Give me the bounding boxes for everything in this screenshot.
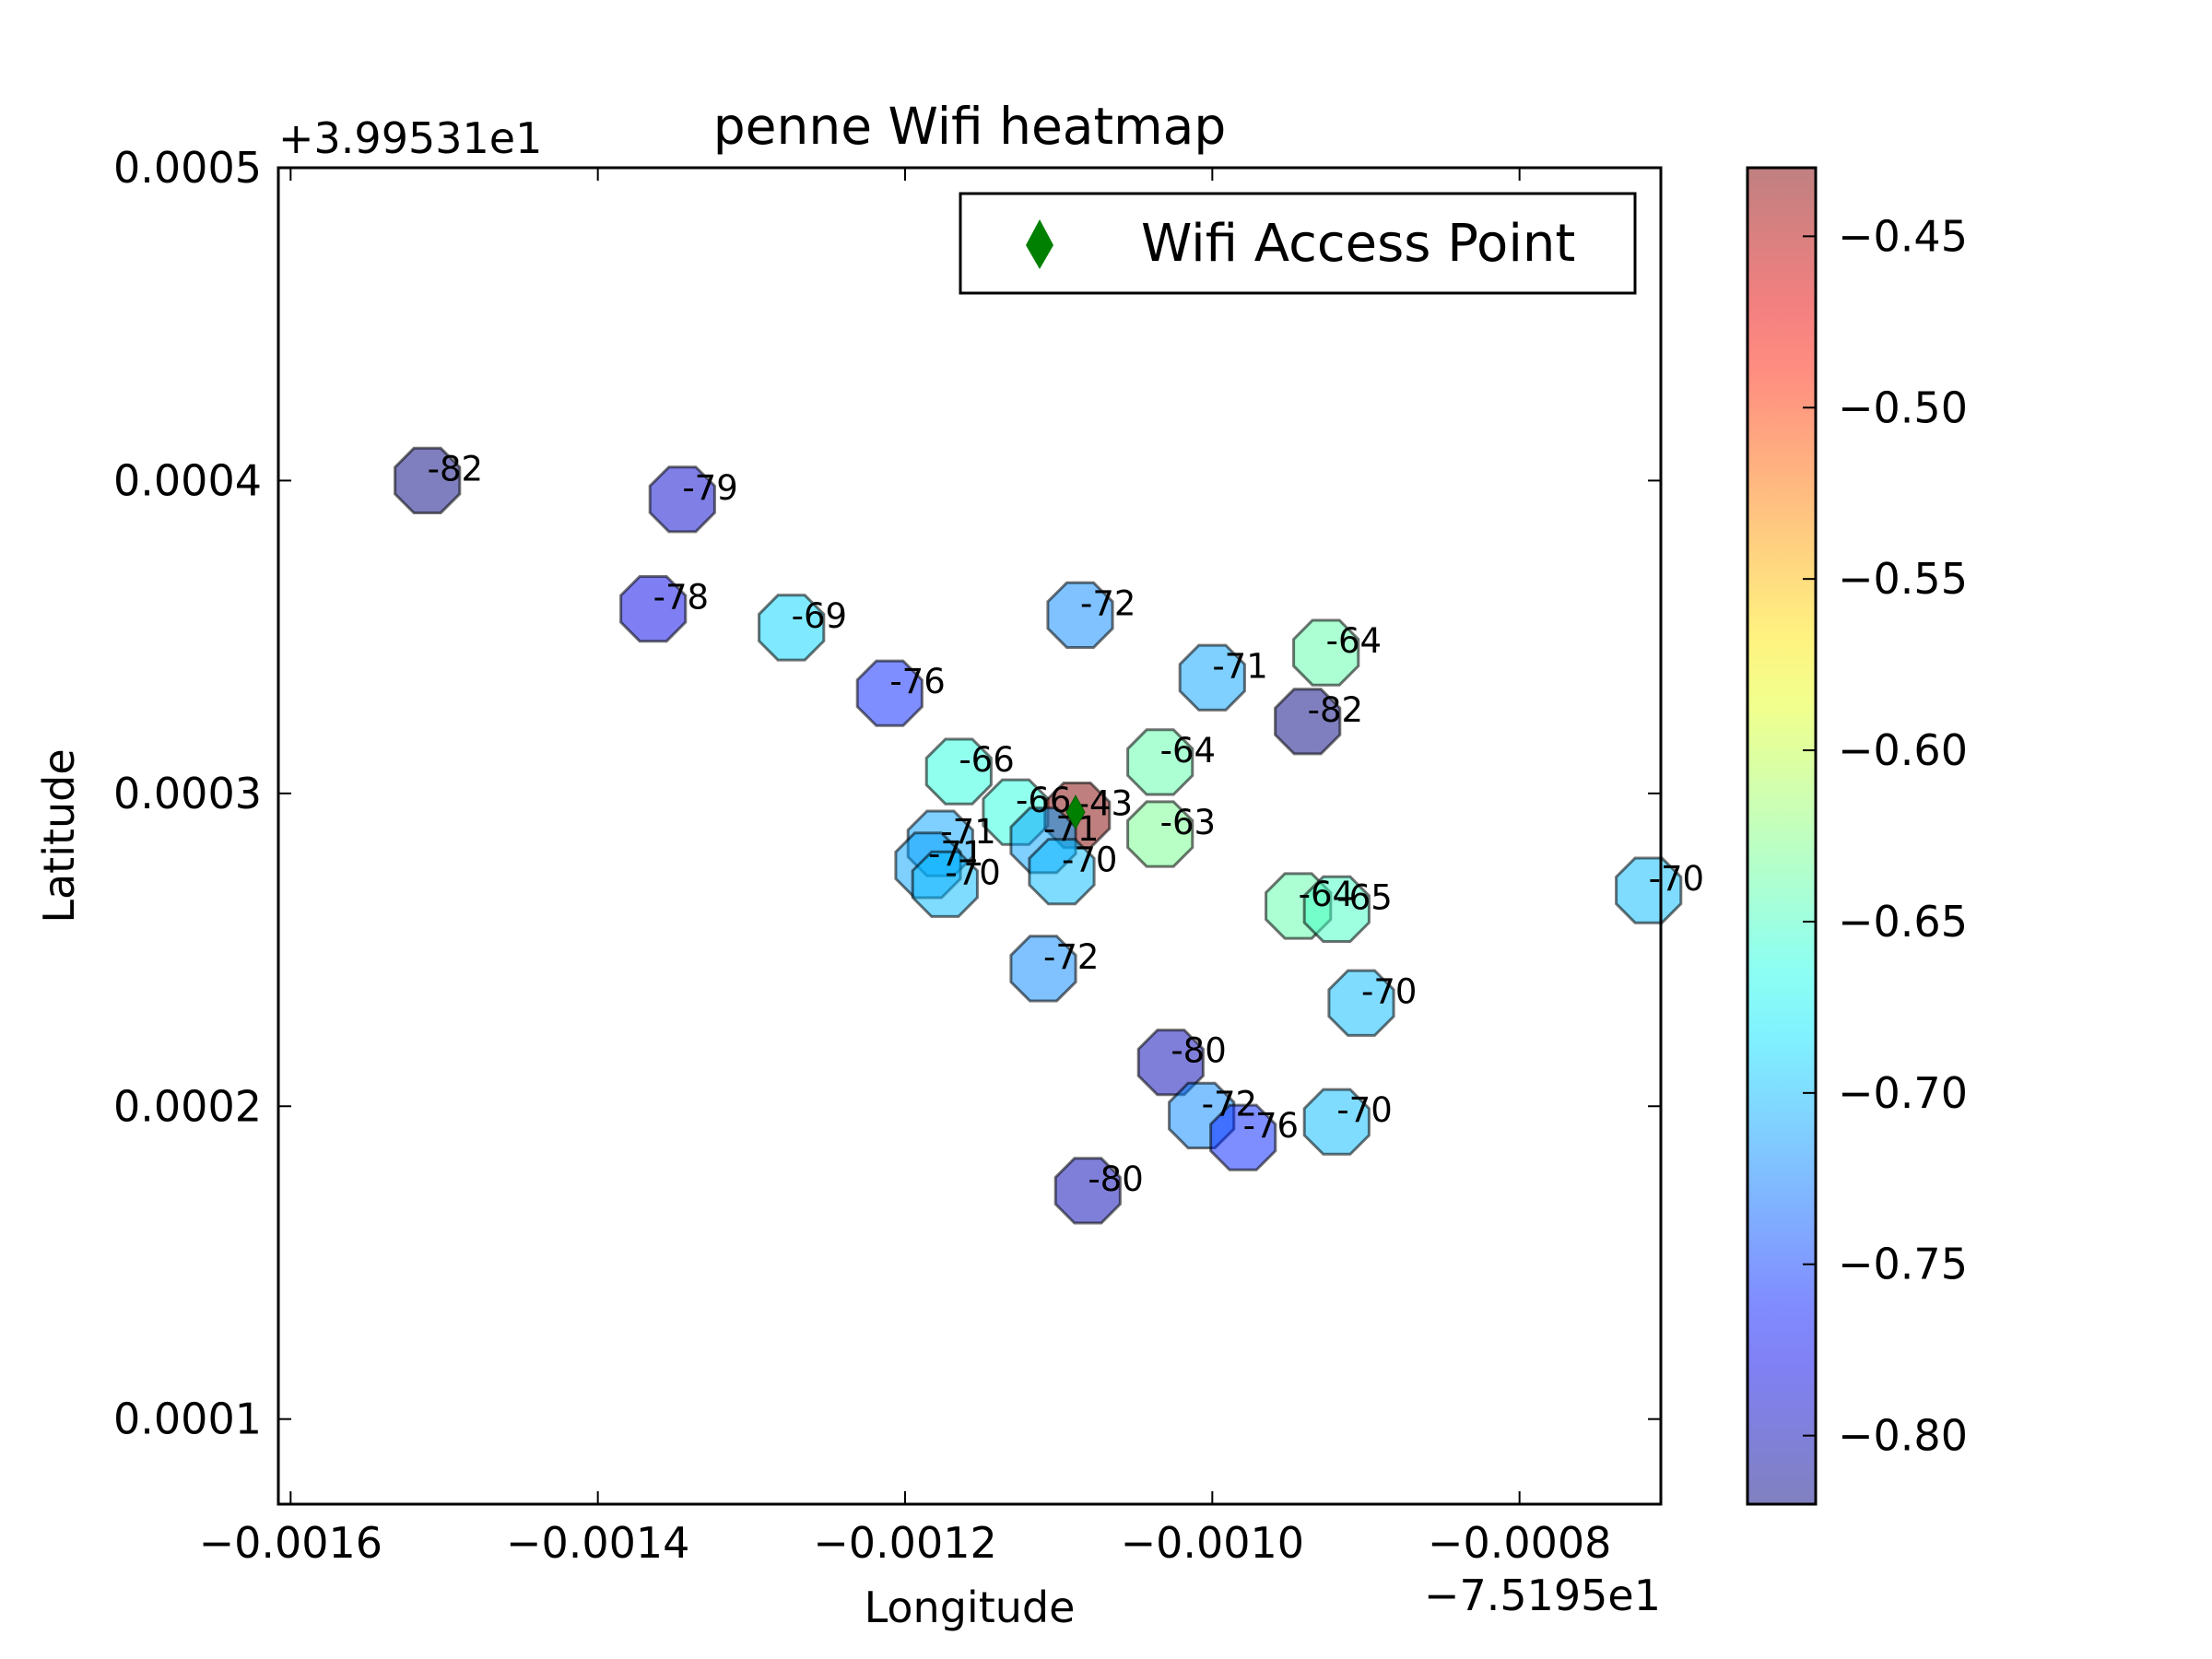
colorbar-tick-label: −0.55 bbox=[1838, 554, 1968, 604]
legend: Wifi Access Point bbox=[960, 194, 1635, 293]
colorbar-tick-label: −0.45 bbox=[1838, 211, 1968, 261]
point-value-label: -70 bbox=[1649, 859, 1704, 899]
point-value-label: -69 bbox=[792, 596, 847, 636]
point-value-label: -82 bbox=[428, 449, 483, 488]
point-value-label: -70 bbox=[945, 853, 1000, 892]
chart-title: penne Wifi heatmap bbox=[713, 97, 1227, 156]
colorbar-tick-label: −0.65 bbox=[1838, 897, 1968, 947]
y-axis-label: Latitude bbox=[34, 748, 84, 923]
point-value-label: -70 bbox=[1336, 1090, 1392, 1130]
point-value-label: -64 bbox=[1326, 621, 1382, 661]
point-value-label: -76 bbox=[889, 662, 945, 701]
x-tick-label: −0.0016 bbox=[199, 1518, 383, 1568]
point-value-label: -65 bbox=[1336, 877, 1392, 917]
x-tick-label: −0.0014 bbox=[506, 1518, 690, 1568]
colorbar-tick-label: −0.75 bbox=[1838, 1240, 1968, 1289]
x-axis-label: Longitude bbox=[865, 1583, 1076, 1632]
point-value-label: -70 bbox=[1361, 971, 1417, 1011]
y-axis-offset-label: +3.99531e1 bbox=[278, 113, 542, 163]
axis-ticks: −0.0016 −0.0014 −0.0012 −0.0010 −0.0008 0.000… bbox=[113, 143, 1661, 1568]
scatter-points bbox=[395, 448, 1681, 1223]
point-value-label: -76 bbox=[1243, 1106, 1299, 1146]
x-axis-offset-label: −7.5195e1 bbox=[1424, 1571, 1661, 1620]
point-value-label: -72 bbox=[1080, 583, 1135, 623]
point-value-label: -71 bbox=[1212, 646, 1267, 686]
point-value-label: -80 bbox=[1171, 1031, 1226, 1071]
colorbar-gradient bbox=[1747, 168, 1816, 1504]
y-tick-label: 0.0005 bbox=[113, 143, 262, 193]
y-tick-label: 0.0004 bbox=[113, 455, 262, 505]
y-tick-label: 0.0003 bbox=[113, 769, 262, 818]
point-value-label: -79 bbox=[682, 468, 737, 508]
colorbar-ticks: −0.45 −0.50 −0.55 −0.60 −0.65 −0.70 −0.75 −0.80 bbox=[1803, 211, 1968, 1460]
point-labels: -82 -79-78 -69-76-72-64-71-82-66 -64-66 -43-… bbox=[428, 449, 1704, 1198]
point-value-label: -70 bbox=[1062, 841, 1117, 880]
point-value-label: -63 bbox=[1160, 803, 1216, 842]
point-value-label: -82 bbox=[1308, 690, 1363, 730]
point-value-label: -64 bbox=[1160, 731, 1216, 771]
point-value-label: -80 bbox=[1088, 1159, 1143, 1199]
x-tick-label: −0.0010 bbox=[1121, 1518, 1305, 1568]
legend-entry-label: Wifi Access Point bbox=[1141, 214, 1575, 274]
colorbar: −0.45 −0.50 −0.55 −0.60 −0.65 −0.70 −0.75 −0.80 bbox=[1747, 168, 1968, 1504]
x-tick-label: −0.0012 bbox=[813, 1518, 997, 1568]
colorbar-tick-label: −0.80 bbox=[1838, 1411, 1968, 1461]
point-value-label: -78 bbox=[653, 578, 709, 618]
y-tick-label: 0.0002 bbox=[113, 1081, 262, 1131]
y-tick-label: 0.0001 bbox=[113, 1394, 262, 1444]
x-tick-label: −0.0008 bbox=[1428, 1518, 1612, 1568]
colorbar-tick-label: −0.60 bbox=[1838, 725, 1968, 775]
colorbar-tick-label: −0.50 bbox=[1838, 382, 1968, 432]
point-value-label: -66 bbox=[959, 740, 1014, 780]
colorbar-tick-label: −0.70 bbox=[1838, 1068, 1968, 1118]
point-value-label: -72 bbox=[1043, 937, 1099, 977]
